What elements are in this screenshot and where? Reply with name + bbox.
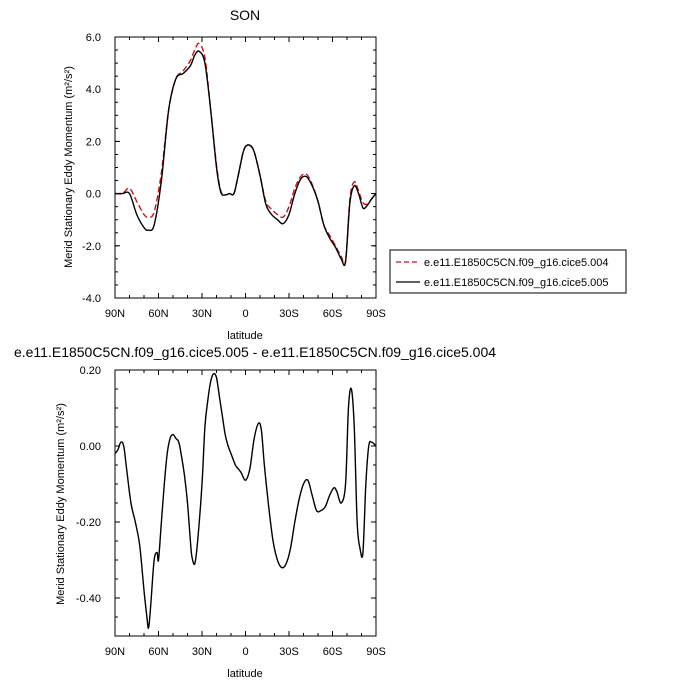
bottom-chart-y-axis-title: Merid Stationary Eddy Momentum (m²/s²): [55, 403, 67, 605]
legend-label-series-2: e.e11.E1850C5CN.f09_g16.cice5.005: [424, 277, 609, 289]
top-chart-panel: SON 90N 60N 30N 0 30S 60S 90S 6.0 4.0 2.0 0.0 -2.0 -…: [63, 7, 627, 342]
top-x-tick-label: 90N: [105, 308, 125, 320]
bottom-chart-plot-frame: [114, 369, 377, 637]
bottom-x-tick-label: 0: [242, 646, 248, 658]
legend-box: [389, 249, 627, 294]
bottom-chart-panel: e.e11.E1850C5CN.f09_g16.cice5.005 - e.e1…: [14, 344, 496, 680]
top-series-line-2: [115, 50, 377, 267]
top-y-tick-label: 4.0: [86, 84, 101, 96]
bottom-x-tick-label: 60S: [323, 646, 343, 658]
top-x-tick-label: 60S: [323, 308, 343, 320]
top-chart-x-axis-title: latitude: [227, 330, 262, 342]
top-chart-legend: e.e11.E1850C5CN.f09_g16.cice5.004 e.e11.…: [389, 249, 627, 294]
top-x-tick-label: 30S: [279, 308, 299, 320]
top-y-tick-label: -4.0: [82, 293, 101, 305]
top-chart-series-group: [114, 42, 377, 267]
top-x-tick-label: 60N: [148, 308, 168, 320]
bottom-x-tick-label: 90S: [366, 646, 386, 658]
top-series-line-1: [114, 42, 377, 266]
bottom-chart-title: e.e11.E1850C5CN.f09_g16.cice5.005 - e.e1…: [14, 344, 496, 360]
top-y-tick-label: 2.0: [86, 136, 101, 148]
top-y-tick-label: 6.0: [86, 32, 101, 44]
top-chart-plot-frame: [114, 36, 377, 299]
top-x-tick-label: 90S: [366, 308, 386, 320]
bottom-chart-series-group: [114, 372, 377, 630]
bottom-y-tick-label: -0.20: [76, 517, 101, 529]
legend-label-series-1: e.e11.E1850C5CN.f09_g16.cice5.004: [424, 257, 609, 269]
top-chart-y-axis-title: Merid Stationary Eddy Momentum (m²/s²): [63, 66, 75, 268]
top-y-tick-label: -2.0: [82, 241, 101, 253]
top-x-tick-label: 0: [242, 308, 248, 320]
bottom-y-tick-label: -0.40: [76, 593, 101, 605]
bottom-chart-x-axis-title: latitude: [227, 668, 262, 680]
bottom-series-line-1: [114, 372, 377, 630]
top-x-tick-label: 30N: [192, 308, 212, 320]
top-y-tick-label: 0.0: [86, 189, 101, 201]
top-chart-title: SON: [230, 7, 260, 23]
bottom-y-tick-label: 0.20: [80, 365, 101, 377]
bottom-chart-tick-group: 90N 60N 30N 0 30S 60S 90S 0.20 0.00 -0.20 -0.40: [76, 365, 386, 658]
top-chart-tick-group: 90N 60N 30N 0 30S 60S 90S 6.0 4.0 2.0 0.0 -2.0 -4.0: [82, 32, 386, 320]
bottom-y-tick-label: 0.00: [80, 441, 101, 453]
bottom-x-tick-label: 30N: [192, 646, 212, 658]
bottom-x-tick-label: 30S: [279, 646, 299, 658]
bottom-x-tick-label: 90N: [105, 646, 125, 658]
bottom-x-tick-label: 60N: [148, 646, 168, 658]
